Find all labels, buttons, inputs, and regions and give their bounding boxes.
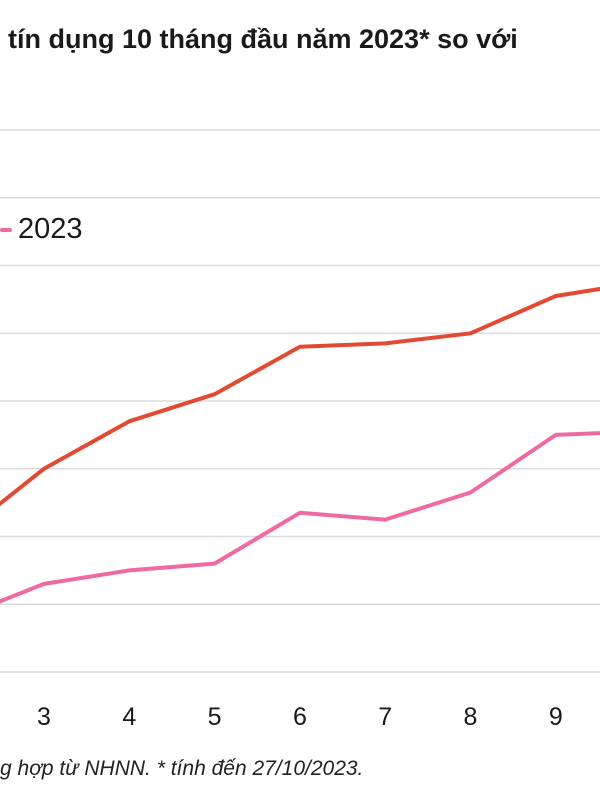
series-line-red: [0, 286, 600, 507]
source-note: g hợp từ NHNN. * tính đến 27/10/2023.: [0, 757, 364, 780]
x-axis-ticks: 3 4 5 6 7 8 9: [37, 703, 563, 731]
x-tick-label: 3: [37, 703, 51, 731]
chart-title: tín dụng 10 tháng đầu năm 2023* so với: [8, 24, 518, 54]
x-tick-label: 6: [293, 703, 307, 731]
series-lines: [0, 286, 600, 604]
x-tick-label: 9: [549, 703, 563, 731]
x-tick-label: 4: [122, 703, 136, 731]
series-line-2023: [0, 431, 600, 604]
legend: 2023: [0, 213, 83, 246]
x-tick-label: 7: [378, 703, 392, 731]
legend-label-2023: 2023: [18, 213, 83, 245]
legend-swatch-2023: [0, 227, 12, 232]
x-tick-label: 5: [208, 703, 222, 731]
x-tick-label: 8: [464, 703, 478, 731]
grid-lines: [0, 129, 600, 673]
